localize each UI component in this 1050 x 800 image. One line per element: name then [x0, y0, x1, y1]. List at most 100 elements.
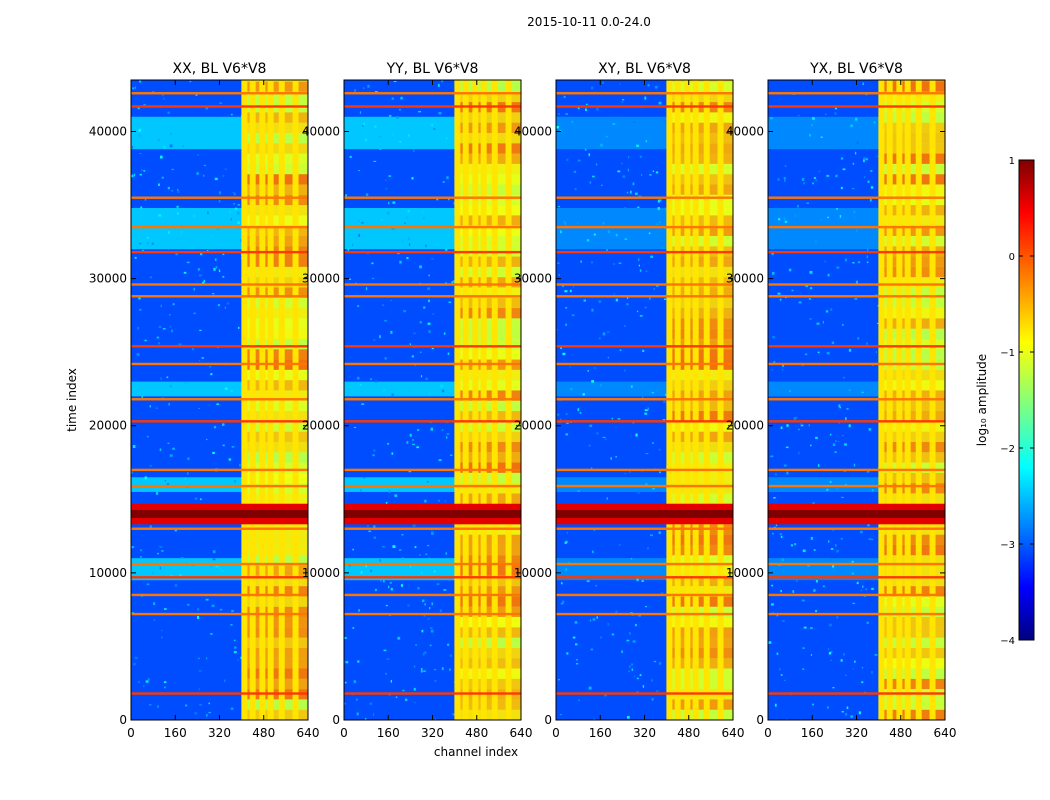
noise-speckle — [374, 380, 378, 383]
noise-speckle — [187, 472, 189, 475]
noise-speckle — [844, 258, 847, 262]
noise-speckle — [419, 265, 422, 269]
noise-speckle — [207, 211, 209, 215]
interference-cell — [878, 709, 945, 720]
noise-speckle — [771, 584, 774, 587]
noise-speckle — [590, 467, 593, 470]
x-tick-label: 640 — [934, 726, 957, 740]
noise-speckle — [219, 102, 223, 104]
noise-speckle — [560, 230, 562, 234]
noise-speckle — [158, 138, 160, 142]
noise-speckle — [590, 619, 592, 622]
noise-speckle — [558, 273, 560, 276]
noise-speckle — [584, 108, 587, 111]
noise-speckle — [572, 636, 576, 639]
noise-speckle — [344, 637, 347, 639]
noise-speckle — [633, 675, 636, 678]
noise-speckle — [617, 418, 621, 420]
interference-cell — [878, 565, 945, 576]
noise-speckle — [156, 336, 160, 339]
noise-speckle — [798, 451, 800, 455]
noise-speckle — [852, 602, 856, 605]
noise-speckle — [604, 694, 607, 697]
interference-cell — [454, 699, 521, 710]
noise-speckle — [627, 716, 630, 719]
noise-speckle — [776, 615, 778, 617]
noise-speckle — [862, 82, 864, 86]
noise-speckle — [856, 141, 859, 144]
bright-time-row — [131, 250, 308, 254]
interference-cell — [666, 380, 733, 391]
noise-speckle — [411, 222, 414, 224]
interference-cell — [241, 194, 308, 206]
noise-speckle — [649, 297, 651, 300]
noise-speckle — [563, 95, 566, 99]
interference-cell — [454, 256, 521, 267]
elevated-time-band — [768, 381, 879, 397]
noise-speckle — [639, 314, 643, 317]
interference-cell — [666, 647, 733, 659]
noise-speckle — [198, 670, 202, 672]
noise-speckle — [565, 568, 567, 571]
interference-cell — [666, 205, 733, 216]
peak-time-core — [344, 510, 521, 519]
noise-speckle — [778, 218, 781, 221]
noise-speckle — [428, 274, 430, 277]
interference-cell — [878, 472, 945, 484]
noise-speckle — [134, 656, 138, 660]
noise-speckle — [636, 578, 639, 582]
bright-time-row — [131, 612, 308, 616]
noise-speckle — [590, 648, 594, 651]
noise-speckle — [412, 149, 415, 153]
noise-speckle — [592, 618, 596, 621]
noise-speckle — [430, 627, 433, 629]
noise-speckle — [420, 571, 423, 575]
noise-speckle — [379, 559, 382, 562]
interference-cell — [666, 596, 733, 607]
noise-speckle — [839, 215, 842, 218]
interference-cell — [666, 544, 733, 556]
noise-speckle — [202, 281, 205, 285]
noise-speckle — [166, 376, 169, 379]
interference-cell — [666, 627, 733, 638]
noise-speckle — [203, 280, 206, 283]
noise-speckle — [199, 274, 202, 277]
interference-cell — [241, 400, 308, 412]
noise-speckle — [149, 525, 152, 528]
interference-cell — [666, 411, 733, 422]
x-tick-label: 160 — [801, 726, 824, 740]
interference-cell — [454, 483, 521, 494]
noise-speckle — [771, 368, 773, 371]
noise-speckle — [232, 191, 235, 193]
interference-cell — [241, 709, 308, 720]
noise-speckle — [805, 285, 809, 287]
noise-speckle — [826, 488, 829, 491]
noise-speckle — [621, 162, 623, 165]
interference-cell — [241, 544, 308, 556]
noise-speckle — [561, 600, 565, 604]
bright-time-row — [344, 612, 521, 616]
bright-time-row — [131, 692, 308, 695]
noise-speckle — [370, 378, 372, 381]
noise-speckle — [198, 657, 200, 660]
noise-speckle — [779, 533, 782, 535]
x-tick-label: 0 — [552, 726, 560, 740]
noise-speckle — [872, 489, 874, 492]
noise-speckle — [414, 665, 416, 668]
noise-speckle — [174, 584, 178, 587]
noise-speckle — [388, 490, 391, 493]
interference-cell — [454, 390, 521, 401]
noise-speckle — [431, 347, 434, 350]
bright-time-row — [768, 612, 945, 616]
interference-cell — [878, 441, 945, 453]
noise-speckle — [167, 442, 170, 444]
interference-cell — [878, 81, 945, 92]
noise-speckle — [411, 355, 414, 358]
bright-time-row — [344, 692, 521, 695]
noise-speckle — [615, 610, 618, 614]
noise-speckle — [825, 310, 829, 313]
elevated-time-band — [556, 116, 667, 150]
noise-speckle — [179, 574, 182, 576]
noise-speckle — [638, 264, 641, 267]
noise-speckle — [624, 369, 626, 372]
